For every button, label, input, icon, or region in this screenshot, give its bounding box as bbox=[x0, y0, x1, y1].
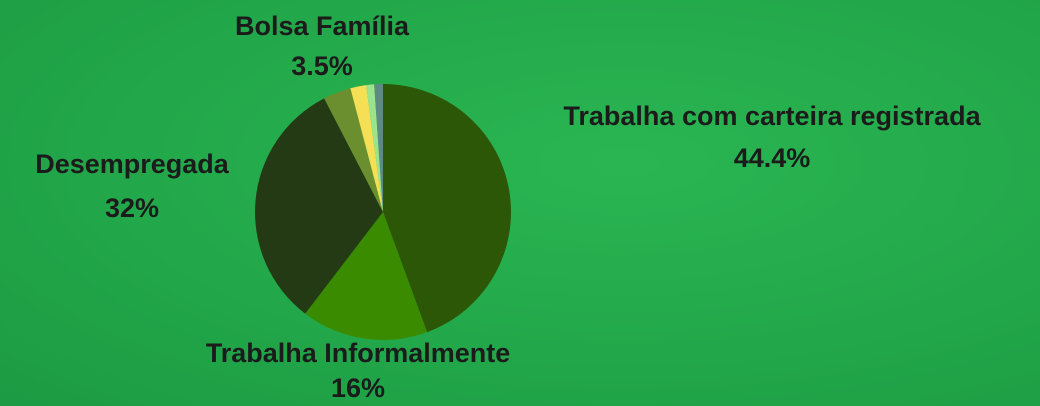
slice-value-label: 32% bbox=[105, 193, 159, 223]
slice-label: Bolsa Família bbox=[235, 11, 410, 41]
pie-slice bbox=[324, 88, 383, 212]
slice-value-label: 16% bbox=[331, 373, 385, 403]
slice-value-label: 44.4% bbox=[734, 143, 811, 173]
pie-slice bbox=[350, 85, 383, 212]
pie-slice bbox=[374, 84, 383, 212]
slice-value-label: 3.5% bbox=[291, 51, 353, 81]
pie-slice bbox=[366, 84, 383, 212]
pie-slice bbox=[254, 98, 383, 314]
pie-slice bbox=[305, 212, 428, 340]
pie-slice bbox=[383, 84, 511, 333]
slice-label: Trabalha Informalmente bbox=[206, 338, 511, 368]
slice-label: Desempregada bbox=[35, 149, 230, 179]
slice-label: Trabalha com carteira registrada bbox=[563, 101, 981, 131]
